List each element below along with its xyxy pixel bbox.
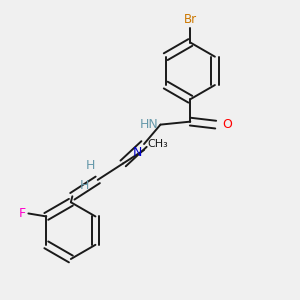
Text: O: O bbox=[222, 118, 232, 131]
Text: H: H bbox=[80, 179, 89, 192]
Text: N: N bbox=[133, 146, 142, 158]
Text: CH₃: CH₃ bbox=[147, 139, 168, 148]
Text: H: H bbox=[85, 159, 95, 172]
Text: F: F bbox=[18, 207, 26, 220]
Text: Br: Br bbox=[184, 13, 197, 26]
Text: HN: HN bbox=[140, 118, 159, 131]
